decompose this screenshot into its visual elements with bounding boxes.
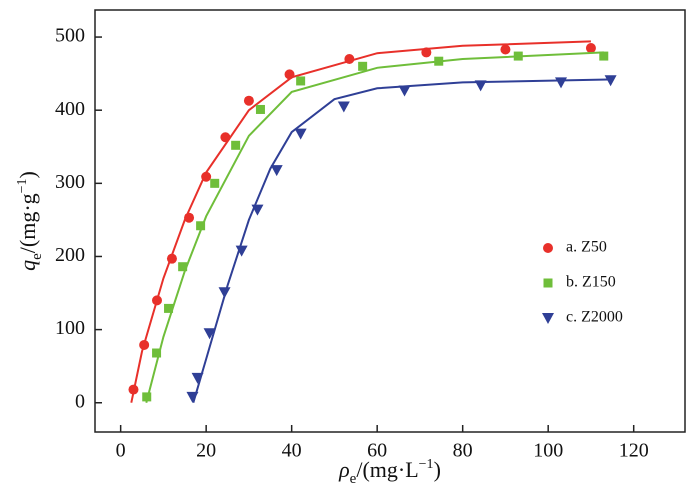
y-axis-title-part: ): [15, 171, 40, 178]
legend-label: b. Z150: [566, 274, 616, 291]
point: [218, 287, 231, 299]
point: [500, 44, 511, 55]
point: [201, 171, 212, 182]
point: [243, 95, 254, 106]
plot-frame: [94, 9, 686, 433]
point: [166, 253, 177, 264]
point: [284, 69, 295, 80]
point: [164, 303, 174, 313]
y-tick-label: 200: [55, 244, 85, 266]
legend-label: a. Z50: [566, 239, 607, 256]
point: [235, 245, 248, 257]
point: [294, 128, 307, 140]
point: [255, 104, 265, 114]
point: [152, 348, 162, 358]
point: [220, 132, 231, 143]
legend-marker: [543, 278, 553, 288]
x-tick-label: 120: [619, 440, 649, 462]
x-tick-label: 40: [282, 440, 302, 462]
point: [513, 51, 523, 61]
point: [474, 80, 487, 92]
x-tick-label: 20: [196, 440, 216, 462]
x-axis-title-part: ρ: [338, 457, 350, 482]
x-tick-label: 0: [116, 440, 126, 462]
y-axis-title-part: −1: [15, 178, 30, 193]
x-tick-label: 60: [367, 440, 387, 462]
point: [421, 47, 432, 58]
y-tick-label: 0: [75, 390, 85, 412]
point: [599, 51, 609, 61]
point: [604, 75, 617, 87]
x-axis-title-part: −1: [419, 457, 434, 472]
y-tick-label: 500: [55, 25, 85, 47]
point: [178, 262, 188, 272]
point: [555, 77, 568, 89]
point: [128, 384, 139, 395]
y-axis-title: qe/(mg·g−1): [15, 171, 46, 271]
point: [251, 204, 264, 216]
point: [434, 56, 444, 66]
x-tick-label: 100: [533, 440, 563, 462]
y-tick-label: 300: [55, 171, 85, 193]
point: [191, 372, 204, 384]
x-axis-title-part: ): [434, 457, 441, 482]
x-axis-title: ρe/(mg·L−1): [338, 457, 441, 488]
legend-marker: [543, 243, 553, 253]
y-tick-label: 100: [55, 317, 85, 339]
x-axis-title-part: e: [350, 471, 357, 487]
point: [203, 328, 216, 340]
x-axis-title-part: /(mg·L: [356, 457, 418, 482]
x-tick-label: 80: [453, 440, 473, 462]
y-axis-title-part: q: [15, 260, 40, 271]
legend-marker: [542, 313, 554, 324]
point: [585, 43, 596, 54]
point: [337, 101, 350, 113]
y-tick-label: 400: [55, 98, 85, 120]
y-axis-title-part: e: [29, 253, 45, 260]
point: [398, 85, 411, 97]
point: [139, 339, 150, 350]
point: [186, 391, 199, 403]
point: [270, 165, 283, 177]
fit-curve: [192, 78, 609, 403]
point: [210, 178, 220, 188]
legend-label: c. Z2000: [566, 309, 623, 326]
point: [196, 221, 206, 231]
point: [142, 392, 152, 402]
point: [231, 140, 241, 150]
point: [358, 61, 368, 71]
point: [184, 212, 195, 223]
fit-curve: [145, 51, 604, 403]
y-axis-title-part: /(mg·g: [15, 193, 40, 253]
point: [151, 295, 162, 306]
point: [296, 76, 306, 86]
point: [344, 54, 355, 65]
